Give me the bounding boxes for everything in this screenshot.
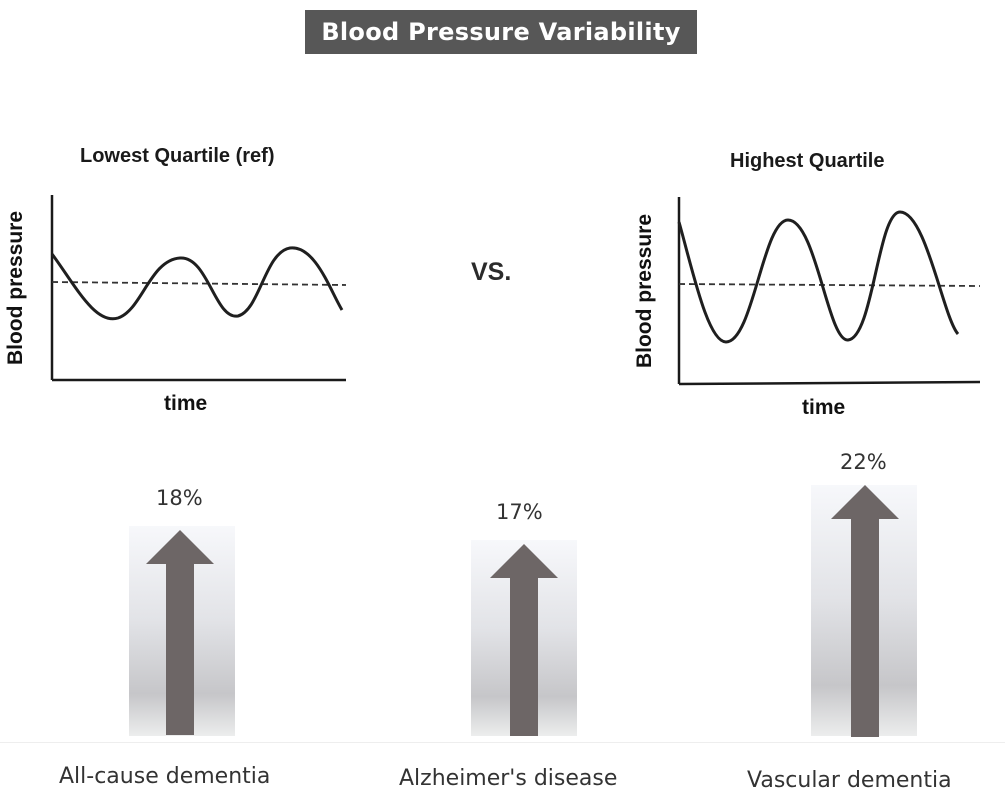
vs-label: VS.: [471, 258, 512, 286]
panel-title-lowest: Lowest Quartile (ref): [80, 145, 275, 167]
category-label-alzheimers: Alzheimer's disease: [399, 766, 618, 791]
category-label-vascular: Vascular dementia: [747, 768, 952, 793]
title-banner: Blood Pressure Variability: [305, 10, 697, 54]
risk-arrow-alzheimers: [490, 544, 558, 736]
risk-value-vascular: 22%: [840, 450, 887, 474]
x-axis-line: [678, 380, 981, 386]
waveform-chart-highest: [677, 197, 981, 386]
risk-arrow-vascular: [831, 485, 899, 737]
risk-value-alzheimers: 17%: [496, 500, 543, 524]
waveform-chart-lowest: [50, 195, 347, 382]
bp-wave-low-variability: [50, 246, 344, 321]
bp-wave-high-variability: [677, 210, 960, 344]
baseline-divider: [0, 742, 1005, 743]
panel-title-highest: Highest Quartile: [730, 150, 885, 172]
mean-dashed-line: [678, 283, 981, 287]
y-axis-label-lowest: Blood pressure: [4, 210, 27, 366]
x-axis-label-highest: time: [802, 396, 846, 419]
category-label-all-cause: All-cause dementia: [59, 764, 271, 789]
y-axis-label-highest: Blood pressure: [633, 213, 656, 369]
x-axis-label-lowest: time: [164, 392, 208, 415]
risk-value-all-cause: 18%: [156, 486, 203, 510]
mean-dashed-line: [51, 281, 347, 286]
risk-arrow-all-cause: [146, 530, 214, 735]
